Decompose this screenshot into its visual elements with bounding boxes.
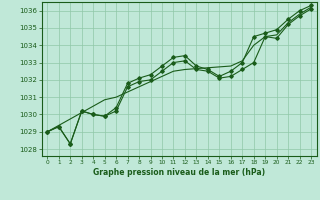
X-axis label: Graphe pression niveau de la mer (hPa): Graphe pression niveau de la mer (hPa) (93, 168, 265, 177)
